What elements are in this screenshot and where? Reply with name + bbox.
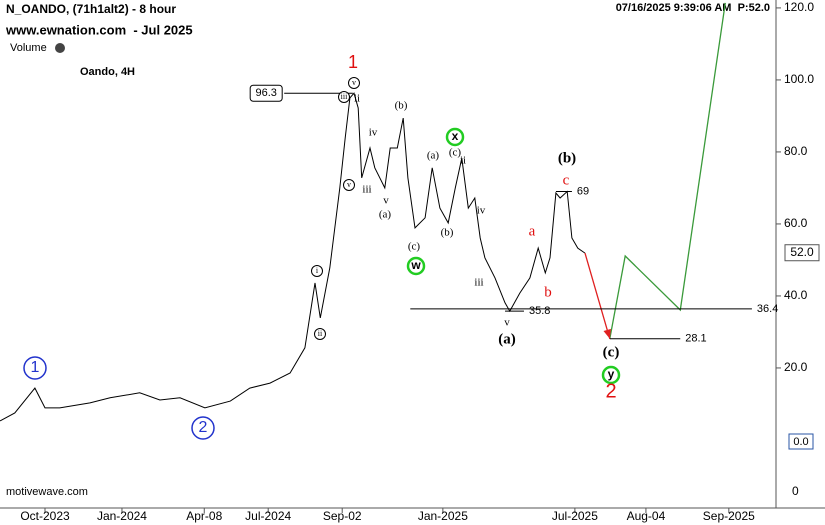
x-tick-label: Jul-2025 xyxy=(552,509,598,523)
wave-label: iii xyxy=(474,277,483,289)
wave-circle xyxy=(338,91,350,103)
wave-label: ii xyxy=(354,93,360,105)
wave-label: (a) xyxy=(498,331,516,347)
wave-label: c xyxy=(563,172,570,188)
wave-label: v xyxy=(383,195,389,207)
arrow-head xyxy=(603,328,611,339)
x-tick-label: Apr-08 xyxy=(186,509,222,523)
series-line xyxy=(609,2,726,339)
wave-label: 1 xyxy=(348,52,358,72)
wave-label: (c) xyxy=(408,241,421,253)
wave-circle xyxy=(191,416,215,440)
instrument-label: Oando, 4H xyxy=(80,66,135,78)
wave-label: v xyxy=(352,78,356,87)
y-tick-label: 60.0 xyxy=(784,216,808,230)
wave-label: 1 xyxy=(31,359,40,376)
wave-label: (a) xyxy=(379,209,392,221)
y-tick-label: 20.0 xyxy=(784,360,808,374)
level-label: 28.1 xyxy=(685,333,706,345)
wave-label: x xyxy=(452,129,459,143)
wave-circle xyxy=(445,127,465,147)
level-label: 35.8 xyxy=(529,305,550,317)
y-tick-label: 80.0 xyxy=(784,144,808,158)
wave-label: 2 xyxy=(199,419,208,436)
x-tick-label: Jan-2024 xyxy=(97,509,147,523)
x-tick-label: Oct-2023 xyxy=(20,509,70,523)
wave-circle xyxy=(343,179,355,191)
wave-label: (b) xyxy=(441,227,454,239)
volume-last: 0.0 xyxy=(793,436,808,448)
level-label: 36.4 xyxy=(757,303,778,315)
series-line xyxy=(0,92,586,422)
last-price-box xyxy=(784,244,820,262)
wave-label: (b) xyxy=(395,100,408,112)
wave-circle xyxy=(314,328,326,340)
wave-label: ii xyxy=(318,329,323,338)
wave-label: 2 xyxy=(605,380,616,402)
wave-label: iv xyxy=(369,127,378,139)
wave-label: (c) xyxy=(449,147,462,159)
wave-label: i xyxy=(316,266,319,275)
x-tick-label: Jan-2025 xyxy=(418,509,468,523)
wave-label: iii xyxy=(362,184,371,196)
y-tick-label: 40.0 xyxy=(784,288,808,302)
volume-tick-label: 0 xyxy=(792,484,799,498)
wave-label: iv xyxy=(477,205,486,217)
wave-label: ii xyxy=(460,155,466,167)
wave-label: iii xyxy=(341,92,348,101)
wave-label: v xyxy=(504,317,510,329)
wave-label: (a) xyxy=(427,150,440,162)
wave-label: w xyxy=(410,258,421,272)
y-tick-label: 100.0 xyxy=(784,72,814,86)
timestamp: 07/16/2025 9:39:06 AM P:52.0 xyxy=(616,2,770,14)
wave-circle xyxy=(348,77,360,89)
wave-label: y xyxy=(608,367,615,381)
wave-label: a xyxy=(529,223,536,239)
y-tick-label: 120.0 xyxy=(784,0,814,14)
volume-label: Volume xyxy=(10,42,47,54)
x-tick-label: Sep-2025 xyxy=(703,509,755,523)
x-tick-label: Sep-02 xyxy=(323,509,362,523)
chart-title: N_OANDO, (71h1alt2) - 8 hour xyxy=(6,2,176,16)
series-line xyxy=(584,252,611,339)
wave-label: v xyxy=(347,180,351,189)
level-label: 69 xyxy=(577,185,589,197)
wave-label: b xyxy=(544,284,552,300)
level-label: 96.3 xyxy=(255,87,276,99)
volume-last-box xyxy=(788,433,814,450)
settings-icon[interactable] xyxy=(55,43,65,53)
last-price-label: 52.0 xyxy=(790,245,814,259)
wave-label: (b) xyxy=(558,150,576,166)
wave-circle xyxy=(601,365,621,385)
x-tick-label: Aug-04 xyxy=(627,509,666,523)
x-tick-label: Jul-2024 xyxy=(245,509,291,523)
wave-circle xyxy=(23,356,47,380)
wave-label: (c) xyxy=(603,344,620,360)
level-box xyxy=(249,84,283,102)
wave-circle xyxy=(406,256,426,276)
watermark: motivewave.com xyxy=(6,486,88,498)
wave-circle xyxy=(311,265,323,277)
chart-subtitle: www.ewnation.com - Jul 2025 xyxy=(5,22,193,37)
